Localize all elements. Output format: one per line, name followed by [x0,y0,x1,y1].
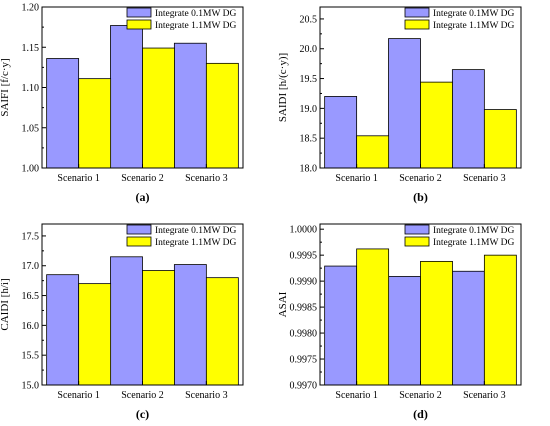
x-tick-label: Scenario 3 [185,173,228,184]
bar-series-1-scenario-2 [110,256,143,386]
y-axis-label: CAIDI [h/i] [0,278,11,330]
y-tick-label: 1.15 [22,43,40,54]
y-tick-label: 1.0000 [290,225,318,236]
legend-label-1: Integrate 0.1MW DG [155,226,236,236]
legend-swatch-1 [126,224,152,235]
legend-swatch-2 [404,19,430,30]
y-tick-label: 1.10 [22,83,40,94]
y-tick-label: 20.5 [300,14,318,25]
legend-label-1: Integrate 0.1MW DG [433,9,514,19]
bar-series-1-scenario-1 [46,58,80,169]
y-tick-label: 19.0 [300,104,318,115]
x-tick-label: Scenario 1 [335,390,378,401]
y-tick-label: 0.9975 [290,355,318,366]
legend-swatch-1 [404,7,430,18]
bar-series-1-scenario-3 [173,42,207,169]
legend-label-2: Integrate 1.1MW DG [155,21,236,31]
y-tick-label: 17.0 [22,261,40,272]
legend-swatch-1 [404,224,430,235]
legend-swatch-2 [126,236,152,247]
legend-label-2: Integrate 1.1MW DG [433,238,514,248]
bar-series-2-scenario-2 [142,47,175,169]
bar-series-2-scenario-3 [205,62,239,169]
y-axis-label: SAIDI [h/(c·y)] [277,53,289,122]
bar-series-1-scenario-3 [173,264,207,386]
legend-label-2: Integrate 1.1MW DG [433,21,514,31]
x-tick-label: Scenario 1 [57,173,100,184]
legend-label-1: Integrate 0.1MW DG [155,9,236,19]
y-tick-label: 15.5 [22,351,40,362]
y-tick-label: 0.9970 [290,381,318,392]
bar-series-1-scenario-1 [324,96,358,169]
x-tick-label: Scenario 2 [399,173,442,184]
x-tick-label: Scenario 2 [399,390,442,401]
bar-series-2-scenario-1 [78,78,112,169]
bar-series-2-scenario-3 [483,254,517,386]
y-tick-label: 16.5 [22,291,40,302]
panel-label: (a) [136,190,150,204]
legend-swatch-2 [126,19,152,30]
bar-series-1-scenario-3 [451,270,485,386]
panel-label: (d) [413,407,428,421]
x-tick-label: Scenario 2 [121,390,164,401]
legend-swatch-1 [126,7,152,18]
bar-series-2-scenario-2 [420,260,453,386]
y-tick-label: 0.9995 [290,251,318,262]
legend-label-1: Integrate 0.1MW DG [433,226,514,236]
x-tick-label: Scenario 3 [463,390,506,401]
y-tick-label: 1.20 [22,3,40,14]
y-tick-label: 18.0 [300,164,318,175]
chart-panel-2: 18.0 18.5 19.0 19.5 20.0 20.5 Scenario 1 Scenar… [277,6,522,204]
bar-series-1-scenario-2 [388,38,421,169]
legend-swatch-2 [404,236,430,247]
y-tick-label: 1.00 [22,164,40,175]
x-tick-label: Scenario 1 [57,390,100,401]
bar-series-2-scenario-2 [142,270,175,386]
y-tick-label: 15.0 [22,381,40,392]
x-tick-label: Scenario 1 [335,173,378,184]
bar-series-2-scenario-3 [205,277,239,386]
chart-panel-4: 0.9970 0.9975 0.9980 0.9985 0.9990 0.9995 1.00… [277,223,522,421]
x-tick-label: Scenario 3 [463,173,506,184]
bar-series-1-scenario-2 [110,25,143,169]
bar-series-2-scenario-1 [356,135,390,169]
bar-series-2-scenario-3 [483,109,517,169]
panel-label: (b) [413,190,428,204]
x-tick-label: Scenario 3 [185,390,228,401]
bar-series-1-scenario-2 [388,276,421,386]
y-tick-label: 20.0 [300,44,318,55]
y-tick-label: 17.5 [22,231,40,242]
y-tick-label: 0.9990 [290,277,318,288]
y-axis-label: SAIFI [f/c·y] [0,58,11,116]
y-tick-label: 0.9980 [290,329,318,340]
y-tick-label: 19.5 [300,74,318,85]
chart-panel-1: 1.00 1.05 1.10 1.15 1.20 Scenario 1 Scenario 2… [0,3,244,204]
y-tick-label: 18.5 [300,134,318,145]
panel-label: (c) [136,407,149,421]
y-tick-label: 0.9985 [290,303,318,314]
bar-series-2-scenario-2 [420,81,453,169]
y-axis-label: ASAI [277,291,289,317]
bar-series-1-scenario-1 [324,265,358,386]
x-tick-label: Scenario 2 [121,173,164,184]
bar-series-2-scenario-1 [356,248,390,386]
chart-panel-3: 15.0 15.5 16.0 16.5 17.0 17.5 Scenario 1 Scenar… [0,223,244,421]
y-tick-label: 16.0 [22,321,40,332]
bar-series-2-scenario-1 [78,283,112,386]
bar-series-1-scenario-1 [46,274,80,386]
y-tick-label: 1.05 [22,123,40,134]
legend-label-2: Integrate 1.1MW DG [155,238,236,248]
bar-series-1-scenario-3 [451,69,485,169]
